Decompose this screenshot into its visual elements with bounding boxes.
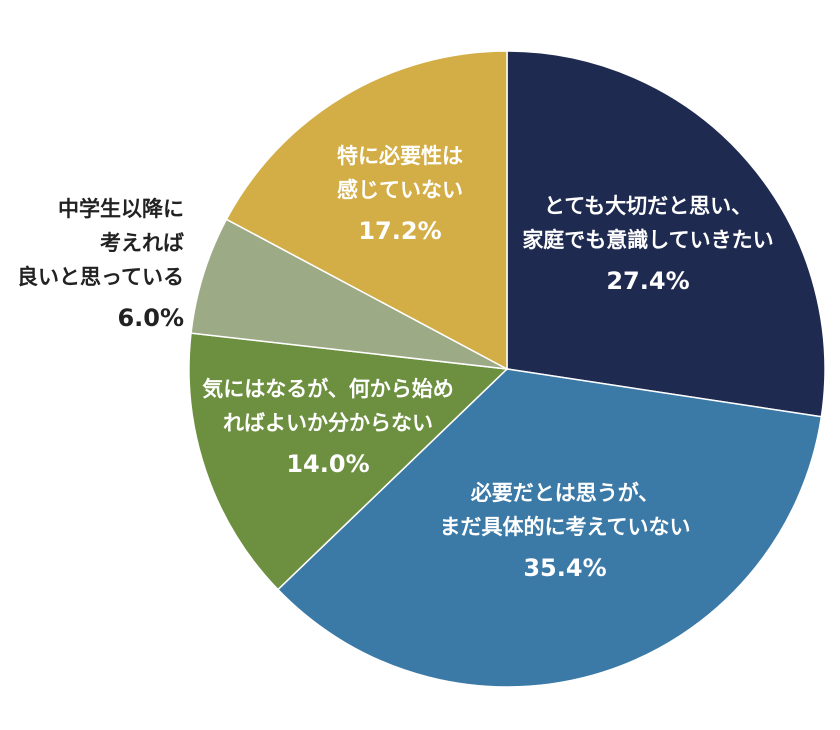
slice-label-2-line-2: まだ具体的に考えていない — [440, 515, 691, 539]
slice-value-label-5: 17.2% — [358, 217, 441, 245]
slice-label-group-1: とても大切だと思い、家庭でも意識していきたい 27.4% — [522, 194, 773, 295]
pie-labels: とても大切だと思い、家庭でも意識していきたい 27.4% 必要だとは思うが、まだ具体… — [17, 144, 774, 582]
slice-value-label-2: 35.4% — [523, 554, 606, 582]
slice-label-2-line-1: 必要だとは思うが、 — [471, 481, 660, 505]
slice-label-1-line-1: とても大切だと思い、 — [544, 194, 752, 218]
slice-label-group-2: 必要だとは思うが、まだ具体的に考えていない 35.4% — [440, 481, 691, 582]
slice-label-4-line-1: 中学生以降に — [58, 197, 184, 221]
pie-slice-2 — [276, 368, 823, 688]
pie-slice-1 — [506, 50, 826, 418]
slice-label-1-line-2: 家庭でも意識していきたい — [522, 228, 773, 252]
slice-label-4-line-3: 良いと思っている — [17, 265, 184, 289]
slice-label-5-line-2: 感じていない — [337, 178, 463, 202]
slice-value-label-3: 14.0% — [286, 450, 369, 478]
pie-slices — [188, 50, 826, 688]
slice-value-label-4: 6.0% — [117, 304, 184, 332]
pie-slice-4 — [190, 218, 508, 370]
slice-label-4-line-2: 考えれば — [100, 231, 184, 255]
slice-label-5-line-1: 特に必要性は — [337, 144, 463, 168]
pie-slice-5 — [225, 50, 508, 371]
slice-label-3-line-2: ればよいか分からない — [223, 411, 433, 435]
slice-label-3-line-1: 気にはなるが、何から始め — [202, 377, 454, 401]
pie-slice-3 — [188, 332, 509, 591]
slice-value-label-1: 27.4% — [606, 267, 689, 295]
